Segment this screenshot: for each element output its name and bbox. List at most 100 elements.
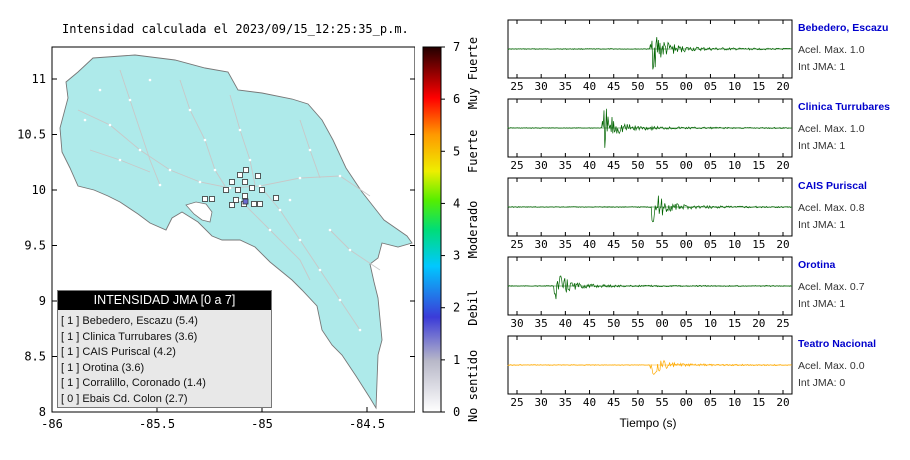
wave-tick-label: 30 [535,238,548,251]
map-y-tick-label: 10 [32,183,46,197]
town-dot [298,176,302,180]
wave-tick-label: 15 [728,317,741,330]
town-dot [258,184,262,188]
wave-tick-label: 00 [680,159,693,172]
wave-tick-label: 00 [655,317,668,330]
wave-tick-label: 00 [680,80,693,93]
wave-tick-label: 05 [704,396,717,409]
wave-tick-label: 25 [510,238,523,251]
station-acel-max: Acel. Max. 0.7 [798,281,865,293]
wave-tick-label: 05 [704,238,717,251]
colorbar-tick-label: 4 [453,196,460,210]
town-dot [248,158,252,162]
wave-tick-label: 50 [631,396,644,409]
wave-tick-label: 30 [535,396,548,409]
station-name: Bebedero, Escazu [798,22,888,34]
town-dot [198,180,202,184]
station-acel-max: Acel. Max. 0.0 [798,360,865,372]
town-dot [213,168,217,172]
costa-rica-landmass [59,54,413,410]
wave-tick-label: 20 [776,396,789,409]
wave-tick-label: 50 [631,159,644,172]
wave-tick-label: 30 [535,80,548,93]
town-dot [288,198,292,202]
town-dot [128,98,132,102]
station-acel-max: Acel. Max. 1.0 [798,44,865,56]
town-dot [168,168,172,172]
wave-tick-label: 40 [583,396,596,409]
wave-tick-label: 45 [607,159,620,172]
map-y-tick-label: 9.5 [24,239,46,253]
town-dot [158,183,162,187]
town-dot [188,108,192,112]
colorbar-tick-label: 7 [453,40,460,54]
station-marker [229,179,235,185]
wave-tick-label: 45 [607,80,620,93]
station-name: Teatro Nacional [798,338,876,350]
wave-tick-label: 20 [752,317,765,330]
station-markers [202,167,279,208]
wave-tick-label: 15 [752,159,765,172]
map-x-tick-label: -85 [251,417,273,431]
station-marker [242,179,248,185]
wave-tick-label: 10 [728,159,741,172]
colorbar-category-label: Moderado [466,201,480,259]
colorbar-category-label: No sentido [466,350,480,422]
map-y-tick-label: 9 [39,294,46,308]
wave-tick-label: 15 [752,80,765,93]
colorbar-tick-label: 1 [453,353,460,367]
wave-tick-label: 35 [559,80,572,93]
station-name: Clinica Turrubares [798,101,890,113]
station-marker [235,187,241,193]
map-y-tick-label: 8.5 [24,350,46,364]
town-dot [98,88,102,92]
wave-tick-label: 55 [655,396,668,409]
wave-tick-label: 00 [680,238,693,251]
town-dot [238,128,242,132]
wave-tick-label: 10 [728,238,741,251]
legend-row: [ 0 ] Ebais Cd. Colon (2.7) [61,392,188,405]
colorbar-tick-label: 3 [453,249,460,263]
station-marker [242,193,248,199]
station-marker [255,173,261,179]
town-dot [108,123,112,127]
wave-tick-label: 15 [752,396,765,409]
waveform-trace [507,275,792,300]
station-int-jma: Int JMA: 1 [798,298,845,310]
wave-tick-label: 05 [704,159,717,172]
colorbar-category-label: Debil [466,290,480,326]
wave-tick-label: 05 [704,80,717,93]
wave-tick-label: 45 [607,238,620,251]
town-dot [203,138,207,142]
wave-tick-label: 20 [776,80,789,93]
wave-tick-label: 20 [776,238,789,251]
wave-tick-label: 50 [631,80,644,93]
wave-tick-label: 35 [559,396,572,409]
station-int-jma: Int JMA: 1 [798,61,845,73]
station-marker [259,187,265,193]
wave-tick-label: 45 [607,396,620,409]
colorbar-tick-label: 5 [453,144,460,158]
station-name: Orotina [798,259,835,271]
nicoya-gulf [185,201,213,223]
station-marker [273,195,279,201]
town-dot [358,328,362,332]
town-points [83,78,362,332]
map-x-tick-label: -86 [41,417,63,431]
town-dot [268,228,272,232]
waveform-trace [507,108,792,148]
town-dot [298,238,302,242]
town-dot [338,298,342,302]
map-x-tick-label: -84.5 [349,417,385,431]
town-dot [318,268,322,272]
wave-tick-label: 40 [559,317,572,330]
wave-tick-label: 10 [728,396,741,409]
wave-tick-label: 30 [510,317,523,330]
town-dot [338,174,342,178]
station-acel-max: Acel. Max. 1.0 [798,123,865,135]
legend-row: [ 1 ] Bebedero, Escazu (5.4) [61,315,198,327]
legend-row: [ 1 ] Orotina (3.6) [61,361,145,374]
station-marker [257,201,263,207]
waveform-trace [507,37,792,70]
wave-tick-label: 35 [535,317,548,330]
